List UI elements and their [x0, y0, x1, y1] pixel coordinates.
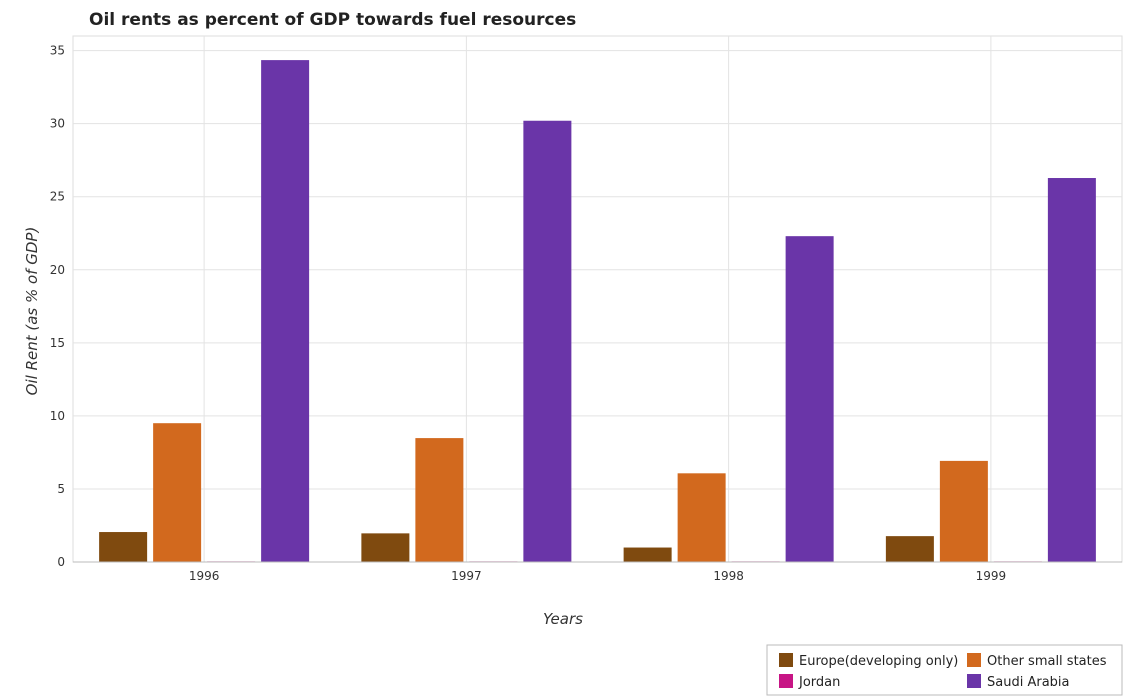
bar-other-small-states-1999	[939, 460, 988, 562]
axes: 0 5 10 15 20 25 30 35 1996 1997 1998 1999	[50, 44, 1122, 583]
bar-europe-developing-only-1997	[361, 533, 410, 562]
y-tick-label: 25	[50, 190, 65, 204]
bar-saudi-arabia-1997	[523, 120, 572, 562]
legend-swatch	[779, 674, 793, 688]
legend: Europe(developing only) Other small state…	[766, 644, 1123, 696]
legend-label: Other small states	[987, 654, 1107, 669]
chart-title: Oil rents as percent of GDP towards fuel…	[89, 10, 576, 30]
legend-label: Jordan	[798, 675, 840, 690]
x-tick-label: 1999	[976, 569, 1007, 583]
bar-saudi-arabia-1999	[1047, 178, 1096, 562]
y-axis-label: Oil Rent (as % of GDP)	[23, 227, 41, 396]
bar-europe-developing-only-1999	[885, 536, 934, 562]
legend-label: Saudi Arabia	[987, 675, 1070, 690]
bar-europe-developing-only-1998	[623, 547, 672, 562]
y-tick-label: 10	[50, 409, 65, 423]
bar-other-small-states-1997	[415, 438, 464, 562]
bar-europe-developing-only-1996	[99, 532, 148, 562]
x-axis-label: Years	[543, 610, 583, 628]
bars	[99, 60, 1096, 562]
y-tick-label: 5	[57, 482, 65, 496]
bar-saudi-arabia-1998	[785, 236, 834, 562]
legend-box	[766, 644, 1123, 696]
y-tick-label: 20	[50, 263, 65, 277]
legend-swatch	[967, 674, 981, 688]
bar-other-small-states-1998	[677, 473, 726, 562]
y-tick-label: 15	[50, 336, 65, 350]
legend-label: Europe(developing only)	[799, 654, 958, 669]
y-tick-label: 0	[57, 555, 65, 569]
legend-swatch	[967, 653, 981, 667]
grid	[72, 35, 1123, 563]
legend-swatch	[779, 653, 793, 667]
y-tick-label: 30	[50, 117, 65, 131]
x-tick-label: 1997	[451, 569, 482, 583]
x-tick-label: 1998	[713, 569, 744, 583]
bar-other-small-states-1996	[153, 423, 202, 562]
x-tick-label: 1996	[189, 569, 220, 583]
bar-saudi-arabia-1996	[261, 60, 310, 562]
y-tick-label: 35	[50, 44, 65, 58]
